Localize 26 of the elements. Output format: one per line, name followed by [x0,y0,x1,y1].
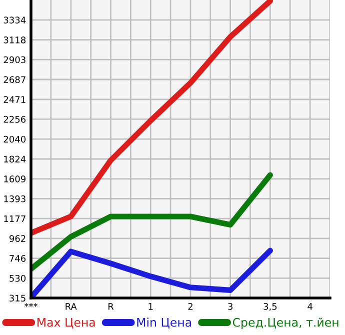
y-tick-label: 746 [10,255,26,262]
y-tick-label: 1393 [4,195,26,202]
legend-label: Max Цена [38,318,95,328]
y-tick-label: 3334 [4,16,26,24]
y-tick-label: 315 [10,294,26,302]
y-tick-label: 1609 [4,176,26,182]
y-tick-label: 2687 [4,76,26,84]
y-tick-label: 1824 [4,156,26,163]
y-tick-label: 962 [9,235,26,242]
legend-label: Сред.Цена, т.йен [232,318,338,330]
y-tick-label: 1177 [4,215,26,222]
x-tick-label: 1 [148,303,153,310]
x-tick-label: R [108,303,114,310]
y-tick-label: 2256 [4,116,26,123]
y-tick-label: 2040 [4,136,26,143]
y-tick-label: 530 [10,274,26,282]
x-tick-label: 4 [308,303,312,310]
y-tick-label: 2903 [4,56,26,64]
x-tick-label: RA [66,303,77,310]
y-tick-label: 3118 [4,36,26,44]
x-tick-label: 3 [228,303,232,310]
legend-label: Min Цена [137,318,192,328]
x-tick-label: 3,5 [264,303,277,311]
x-tick-label: *** [24,303,38,308]
x-tick-label: 2 [188,303,192,310]
y-tick-label: 2471 [4,96,26,103]
